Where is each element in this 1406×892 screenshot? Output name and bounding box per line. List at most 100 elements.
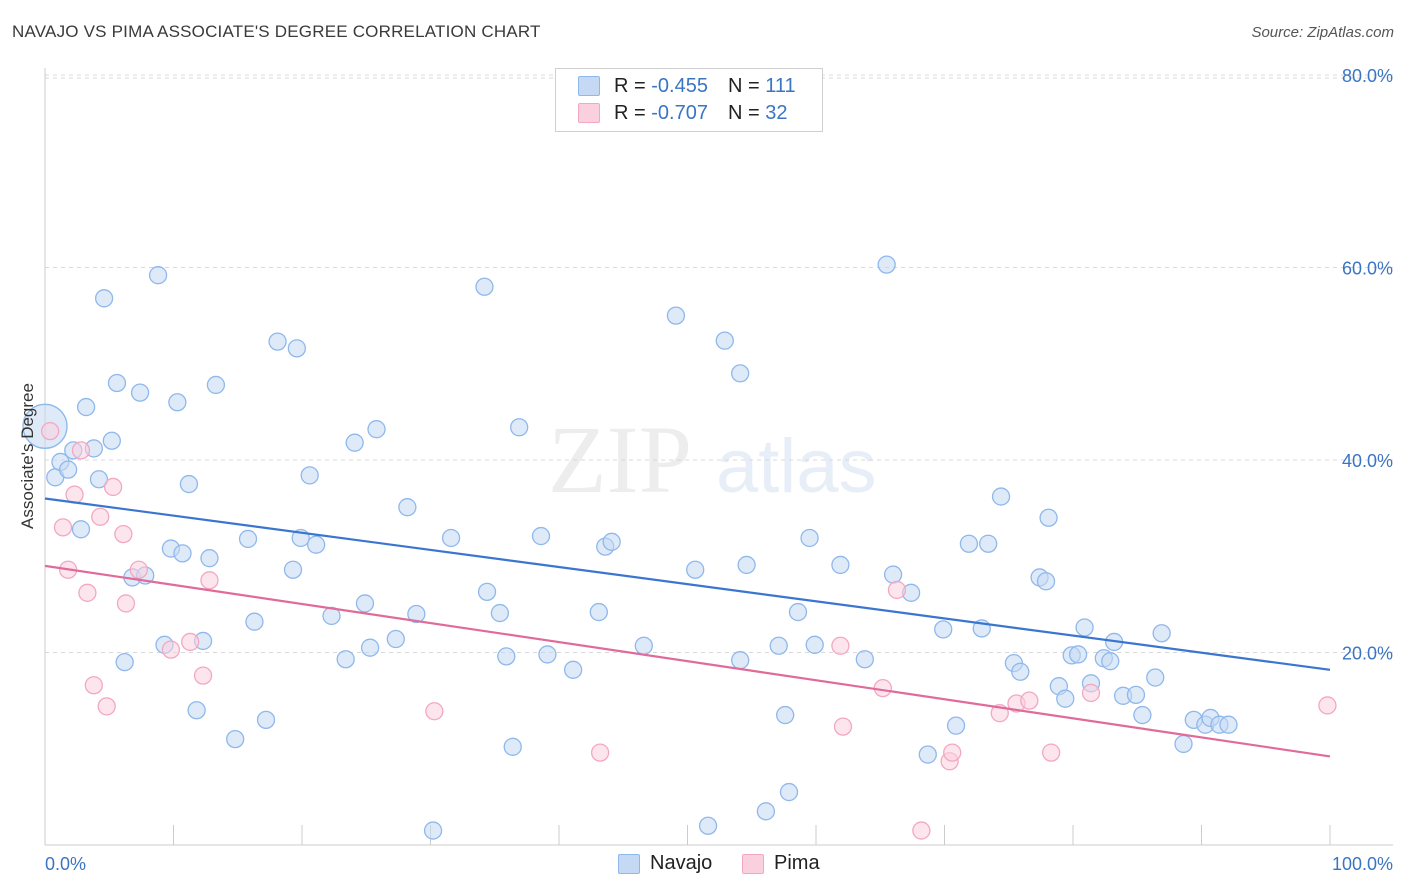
navajo-point [805, 635, 824, 654]
navajo-point [855, 650, 874, 669]
navajo-legend-label: Navajo [650, 852, 713, 874]
navajo-point [398, 498, 417, 517]
y-tick-label: 80.0% [1342, 66, 1393, 86]
navajo-point [168, 393, 187, 412]
pima-swatch [578, 103, 600, 123]
navajo-point [287, 339, 307, 358]
navajo-point [1219, 715, 1238, 734]
pima-point [590, 743, 610, 762]
navajo-point [737, 555, 756, 575]
x-tick-label-max: 100.0% [1332, 854, 1393, 874]
navajo-point [602, 532, 621, 551]
pima-point [91, 507, 110, 526]
navajo-point [1068, 645, 1088, 664]
navajo-r-label: R = [614, 74, 646, 97]
y-tick-label: 60.0% [1342, 259, 1393, 279]
navajo-point [1011, 662, 1030, 681]
navajo-point [477, 582, 497, 602]
navajo-point [731, 364, 750, 383]
navajo-point [510, 418, 529, 437]
pima-point [833, 717, 853, 736]
bottom-legend-pima: Pima [742, 852, 820, 875]
navajo-point [441, 528, 461, 548]
y-tick-label: 20.0% [1342, 644, 1393, 664]
pima-point [181, 632, 200, 652]
navajo-point [686, 560, 705, 579]
pima-point [114, 524, 133, 544]
navajo-point [1133, 705, 1152, 725]
navajo-point [367, 420, 386, 439]
pima-trend-line [44, 564, 1331, 758]
pima-point [425, 702, 444, 721]
watermark-zip: ZIP [548, 406, 692, 513]
navajo-point [698, 816, 718, 835]
navajo-r-value: -0.455 [651, 74, 708, 97]
navajo-point [200, 549, 219, 568]
navajo-point [1036, 572, 1056, 591]
navajo-point [715, 331, 734, 350]
pima-point [943, 743, 962, 762]
navajo-point [1039, 508, 1058, 527]
navajo-point [355, 594, 375, 613]
navajo-n-label: N = [727, 74, 760, 97]
legend-row-pima: R = -0.707 N = 32 [578, 100, 787, 126]
navajo-point [497, 647, 516, 666]
navajo-point [76, 397, 96, 417]
x-tick-label-min: 0.0% [45, 854, 86, 874]
pima-point [84, 676, 103, 695]
pima-point [97, 697, 116, 716]
navajo-point [245, 612, 264, 631]
navajo-swatch [578, 76, 600, 96]
navajo-point [788, 602, 808, 622]
pima-point [831, 636, 850, 655]
navajo-point [130, 383, 150, 402]
pima-point [1318, 696, 1337, 715]
navajo-point [1075, 618, 1094, 637]
pima-point [1081, 683, 1101, 703]
pima-points [40, 421, 1337, 840]
pima-point [103, 477, 123, 497]
pima-point [71, 441, 91, 460]
navajo-point [89, 470, 109, 489]
pima-point [40, 421, 60, 441]
axes [44, 68, 1393, 846]
grid-lines [45, 74, 1393, 653]
navajo-point [756, 802, 776, 821]
navajo-point [475, 277, 494, 296]
pima-n-value: 32 [765, 101, 788, 124]
navajo-point [187, 701, 206, 720]
navajo-point [1174, 734, 1193, 754]
bottom-legend: Navajo Pima [0, 852, 1406, 878]
y-axis-label: Associate's Degree [18, 383, 37, 529]
navajo-point [336, 650, 355, 669]
navajo-point [226, 729, 245, 749]
navajo-point [979, 534, 998, 553]
navajo-point [58, 460, 78, 479]
legend-row-navajo: R = -0.455 N = 111 [578, 73, 796, 99]
chart-title: NAVAJO VS PIMA ASSOCIATE'S DEGREE CORREL… [12, 22, 541, 41]
bottom-legend-navajo: Navajo [618, 852, 712, 875]
source-label: Source: ZipAtlas.com [1251, 24, 1394, 41]
navajo-point [173, 544, 192, 563]
navajo-point [1152, 624, 1171, 643]
navajo-point [589, 602, 608, 622]
pima-r-label: R = [614, 101, 646, 124]
pima-r-value: -0.707 [651, 101, 708, 124]
navajo-point [959, 534, 979, 553]
navajo-point [946, 716, 966, 735]
navajo-point [1126, 685, 1146, 704]
navajo-point [386, 629, 405, 649]
navajo-point [731, 651, 750, 670]
navajo-trend-line [44, 497, 1331, 671]
pima-point [193, 666, 213, 685]
navajo-n-value: 111 [765, 74, 796, 97]
navajo-point [800, 528, 819, 548]
pima-point [78, 583, 97, 602]
navajo-point [407, 604, 426, 624]
pima-point [129, 560, 148, 579]
navajo-point [563, 660, 583, 679]
pima-point [161, 640, 181, 659]
navajo-point [991, 487, 1011, 506]
navajo-point [206, 375, 226, 395]
